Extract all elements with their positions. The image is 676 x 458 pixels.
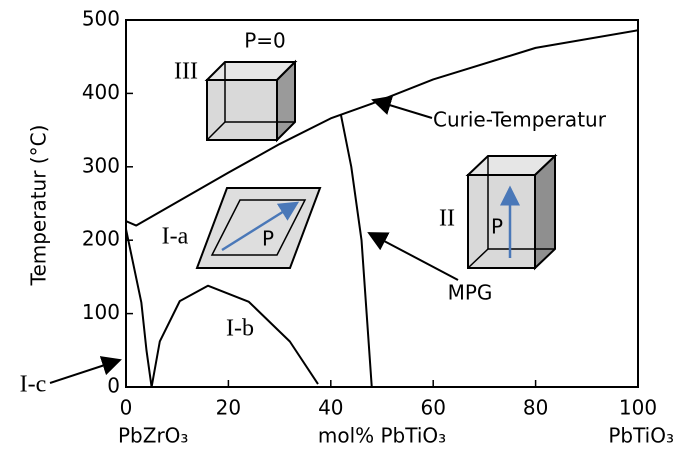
rhombohedral-cell <box>195 187 322 269</box>
annotation: Curie-Temperatur <box>433 108 607 132</box>
x-axis-label: mol% PbTiO₃ <box>318 424 446 448</box>
phase-boundary <box>125 228 153 388</box>
x-tick-label: 40 <box>318 396 343 420</box>
annotation: I-b <box>226 316 254 342</box>
cubic-cell <box>204 59 298 143</box>
y-tick-label: 0 <box>107 374 120 398</box>
annotation: P <box>262 227 274 251</box>
pointer-arrow <box>49 356 122 384</box>
annotation: III <box>174 59 198 85</box>
annotation: II <box>439 206 455 232</box>
annotation: I-a <box>162 224 189 250</box>
x-end-label: PbTiO₃ <box>608 424 674 448</box>
phase-boundary <box>340 115 373 388</box>
pointer-arrow <box>371 95 433 119</box>
phase-boundary <box>150 284 319 388</box>
annotation: I-c <box>20 372 47 398</box>
plot-frame <box>125 19 639 388</box>
y-tick-label: 500 <box>82 7 120 31</box>
phase-boundary <box>125 29 639 227</box>
y-tick-label: 400 <box>82 80 120 104</box>
x-tick-label: 20 <box>216 396 241 420</box>
annotation: P=0 <box>244 29 286 53</box>
annotation: MPG <box>448 281 493 305</box>
pointer-arrow <box>367 232 459 281</box>
x-tick-label: 60 <box>420 396 445 420</box>
tetragonal-cell <box>465 153 558 271</box>
x-tick-label: 0 <box>120 396 133 420</box>
annotation: P <box>491 215 503 239</box>
y-axis-label: Temperatur (°C) <box>27 125 51 287</box>
y-tick-label: 200 <box>82 227 120 251</box>
y-tick-label: 100 <box>82 300 120 324</box>
y-tick-label: 300 <box>82 153 120 177</box>
x-tick-label: 80 <box>523 396 548 420</box>
x-tick-label: 100 <box>619 396 657 420</box>
x-end-label: PbZrO₃ <box>118 424 188 448</box>
